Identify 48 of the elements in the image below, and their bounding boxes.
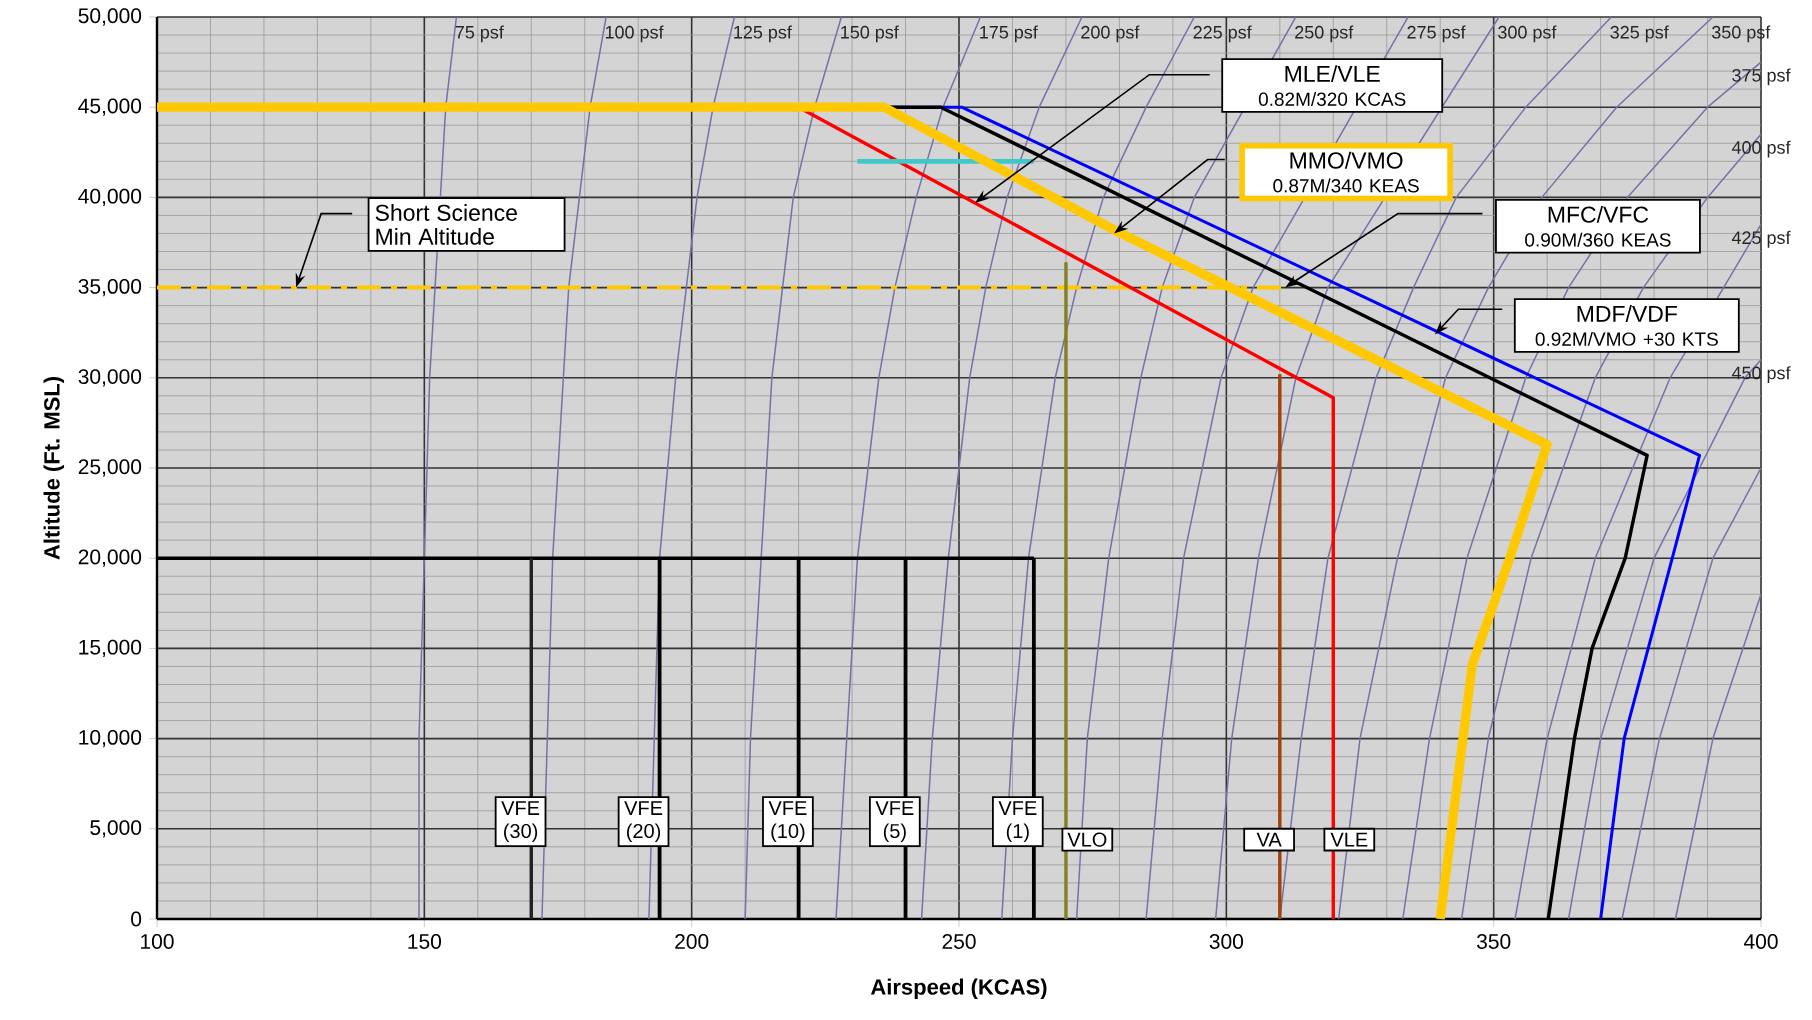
series-label: 175 psf	[980, 25, 1038, 43]
x-tick-label: 150	[408, 934, 442, 949]
annotation: VFE (20)	[624, 801, 663, 843]
x-tick-label: 100	[141, 934, 174, 949]
series-label: 75 psf	[455, 25, 504, 43]
annotation: VFE (10)	[768, 801, 807, 843]
annotation: 0.90M/360 KEAS	[1525, 232, 1671, 247]
y-tick-label: 15,000	[79, 639, 142, 658]
annotation: 0.87M/340 KEAS	[1273, 178, 1419, 193]
series-label: 300 psf	[1498, 25, 1557, 43]
x-tick-label: 200	[675, 934, 709, 949]
series-label: 100 psf	[605, 25, 664, 43]
annotation: VLO	[1067, 832, 1107, 847]
series-label: 325 psf	[1610, 25, 1669, 43]
y-tick-label: 5,000	[90, 820, 142, 838]
y-tick-label: 30,000	[78, 369, 142, 387]
annotation: VA	[1256, 832, 1282, 847]
annotation: MDF/VDF	[1577, 305, 1677, 322]
annotation: MFC/VFC	[1548, 205, 1649, 223]
series-label: 275 psf	[1407, 25, 1466, 43]
y-tick-label: 25,000	[78, 459, 142, 477]
y-tick-label: 45,000	[78, 98, 142, 116]
annotation: VLE	[1330, 832, 1368, 847]
series-label: 150 psf	[841, 25, 899, 43]
x-axis-title: Airspeed (KCAS)	[870, 978, 1047, 1000]
annotation: MLE/VLE	[1285, 65, 1380, 83]
annotation: VFE (1)	[998, 801, 1037, 843]
y-tick-label: 10,000	[79, 729, 142, 748]
series-label: 200 psf	[1081, 25, 1140, 43]
y-tick-label: 0	[131, 911, 142, 927]
x-tick-label: 350	[1476, 934, 1511, 949]
x-tick-label: 250	[942, 934, 976, 949]
y-tick-label: 35,000	[78, 278, 142, 297]
annotation: Short Science Min Altitude	[375, 204, 517, 245]
x-tick-label: 400	[1743, 934, 1778, 949]
annotation: VFE (30)	[501, 801, 540, 843]
y-tick-label: 20,000	[78, 549, 142, 567]
series-label: 225 psf	[1193, 25, 1252, 43]
annotation: VFE (5)	[875, 801, 914, 843]
y-axis-title: Altitude (Ft. MSL)	[43, 377, 65, 560]
annotation: 0.82M/320 KCAS	[1258, 91, 1406, 106]
annotation: MMO/VMO	[1290, 151, 1403, 169]
x-tick-label: 300	[1209, 934, 1244, 949]
series-label: 125 psf	[734, 25, 792, 43]
y-tick-label: 40,000	[78, 188, 142, 207]
annotation: 0.92M/VMO +30 KTS	[1535, 331, 1718, 346]
y-tick-label: 50,000	[78, 8, 142, 26]
series-label: 250 psf	[1295, 25, 1354, 43]
